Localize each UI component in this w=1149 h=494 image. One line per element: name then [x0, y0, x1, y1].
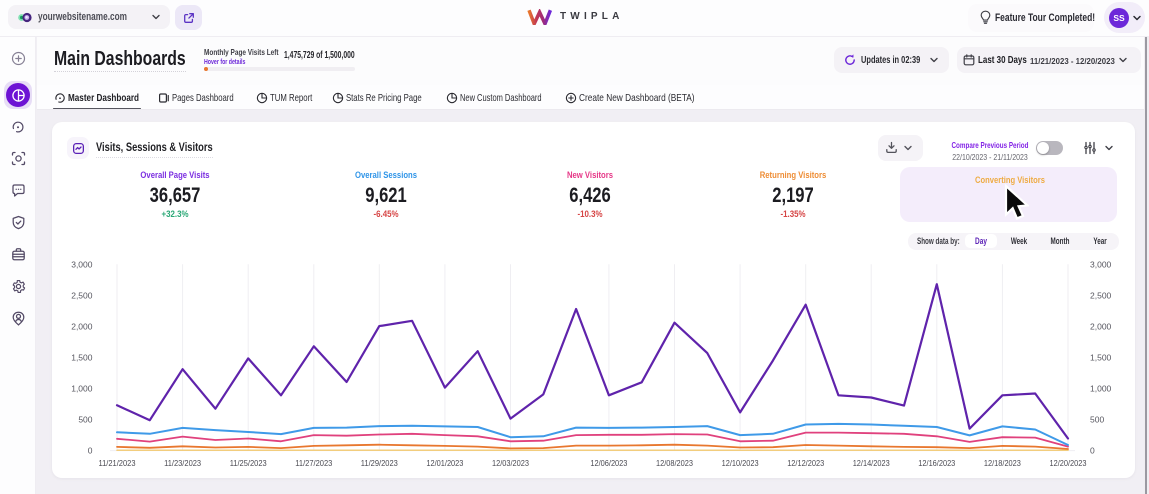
svg-text:12/03/2023: 12/03/2023 — [492, 459, 530, 468]
svg-text:500: 500 — [1090, 415, 1104, 425]
svg-text:11/21/2023: 11/21/2023 — [99, 459, 137, 468]
svg-text:3,000: 3,000 — [1090, 259, 1112, 269]
svg-text:0: 0 — [1090, 446, 1095, 456]
svg-text:12/14/2023: 12/14/2023 — [853, 459, 891, 468]
svg-text:1,000: 1,000 — [1090, 384, 1112, 394]
svg-text:12/10/2023: 12/10/2023 — [722, 459, 760, 468]
svg-text:1,000: 1,000 — [71, 384, 93, 394]
svg-text:11/25/2023: 11/25/2023 — [230, 459, 268, 468]
svg-text:12/01/2023: 12/01/2023 — [426, 459, 464, 468]
svg-text:2,000: 2,000 — [1090, 321, 1112, 331]
svg-text:1,500: 1,500 — [71, 353, 93, 363]
svg-text:12/18/2023: 12/18/2023 — [984, 459, 1022, 468]
svg-text:1,500: 1,500 — [1090, 353, 1112, 363]
svg-text:2,500: 2,500 — [1090, 290, 1112, 300]
svg-text:11/29/2023: 11/29/2023 — [361, 459, 399, 468]
svg-text:12/12/2023: 12/12/2023 — [787, 459, 825, 468]
svg-text:12/20/2023: 12/20/2023 — [1050, 459, 1088, 468]
svg-text:0: 0 — [88, 446, 93, 456]
svg-text:3,000: 3,000 — [71, 259, 93, 269]
svg-text:2,500: 2,500 — [71, 290, 93, 300]
svg-text:500: 500 — [78, 415, 92, 425]
svg-text:12/06/2023: 12/06/2023 — [590, 459, 628, 468]
svg-text:12/16/2023: 12/16/2023 — [918, 459, 956, 468]
svg-text:12/08/2023: 12/08/2023 — [656, 459, 694, 468]
svg-text:2,000: 2,000 — [71, 321, 93, 331]
svg-text:11/27/2023: 11/27/2023 — [295, 459, 333, 468]
svg-text:11/23/2023: 11/23/2023 — [164, 459, 202, 468]
